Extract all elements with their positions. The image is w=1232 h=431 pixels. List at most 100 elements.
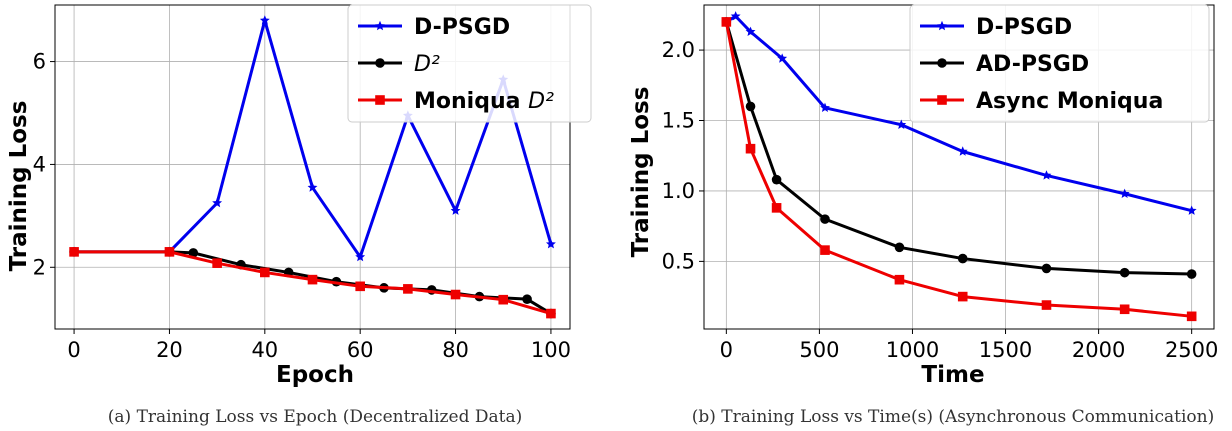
data-point: [771, 174, 782, 185]
chart-b-caption: (b) Training Loss vs Time(s) (Asynchrono…: [692, 407, 1215, 427]
legend-label: D²: [414, 52, 440, 77]
data-point: [957, 253, 968, 264]
data-point: [1119, 267, 1130, 278]
data-point: [212, 258, 222, 268]
legend-label: Async Moniqua: [976, 89, 1163, 114]
data-point: [721, 17, 732, 27]
data-point: [1186, 311, 1197, 322]
data-point: [957, 291, 968, 302]
legend-marker: [375, 95, 385, 105]
x-tick-label: 0: [720, 338, 733, 362]
data-point: [212, 197, 223, 208]
legend-marker: [937, 95, 947, 105]
data-point: [894, 242, 905, 253]
legend-label-main: D-PSGD: [976, 15, 1072, 40]
x-tick-label: 40: [251, 338, 278, 362]
y-tick-label: 1.0: [662, 179, 695, 203]
legend-label-main: D-PSGD: [414, 15, 510, 40]
data-point: [771, 203, 782, 213]
data-point: [403, 284, 413, 294]
legend-label: Moniqua D²: [414, 89, 554, 114]
data-point: [1186, 269, 1197, 279]
legend-label-main: Moniqua: [414, 89, 528, 114]
series-line-d-psgd: [74, 18, 553, 259]
legend-marker: [375, 20, 385, 31]
data-point: [894, 274, 905, 285]
x-tick-label: 80: [442, 338, 469, 362]
data-point: [745, 26, 756, 36]
series-line-d-psgd: [725, 14, 1193, 213]
chart-b-ylabel: Training Loss: [628, 87, 654, 258]
x-tick-label: 0: [67, 338, 80, 362]
y-tick-label: 2: [33, 255, 46, 279]
legend-label-main: Async Moniqua: [976, 89, 1163, 114]
data-point: [450, 205, 461, 215]
legend-marker: [937, 58, 947, 68]
data-point: [1041, 263, 1052, 274]
data-point: [820, 214, 830, 224]
data-point: [69, 247, 79, 257]
chart-a-caption: (a) Training Loss vs Epoch (Decentralize…: [108, 407, 522, 427]
legend-label: AD-PSGD: [976, 52, 1089, 77]
y-tick-label: 4: [33, 152, 46, 176]
data-point: [307, 274, 318, 285]
data-point: [522, 294, 532, 304]
data-point: [260, 267, 270, 278]
data-point: [450, 289, 461, 300]
legend-label: D-PSGD: [414, 15, 510, 40]
data-point: [545, 238, 556, 249]
x-tick-label: 2500: [1165, 338, 1218, 362]
legend-marker: [375, 58, 385, 68]
data-point: [1041, 300, 1052, 310]
data-point: [355, 281, 365, 292]
data-point: [498, 294, 509, 305]
data-point: [896, 119, 907, 129]
legend: D-PSGD AD-PSGD Async Moniqua: [909, 4, 1210, 123]
legend-label-math: D²: [414, 52, 440, 77]
data-point: [777, 53, 788, 63]
legend-label: D-PSGD: [976, 15, 1072, 40]
chart-b: Training Loss Time (b) Training Loss vs …: [628, 87, 1214, 427]
legend-label-math: D²: [528, 89, 554, 114]
data-point: [188, 248, 199, 258]
x-tick-label: 1000: [886, 338, 939, 362]
x-tick-label: 20: [156, 338, 183, 362]
data-point: [820, 245, 830, 255]
x-tick-label: 1500: [979, 338, 1032, 362]
data-point: [1041, 170, 1052, 180]
data-point: [820, 102, 830, 113]
data-point: [745, 143, 756, 154]
y-tick-label: 6: [33, 50, 46, 74]
data-point: [1186, 205, 1197, 215]
data-point: [1119, 188, 1130, 198]
chart-b-plot: 0 500 1000 1500 2000 2500 0.5 1.0 1.5 2.0: [662, 4, 1218, 362]
series-line-moniqua-d2: [74, 250, 552, 316]
data-point: [164, 247, 175, 257]
data-point: [307, 182, 318, 192]
y-tick-label: 2.0: [662, 38, 695, 62]
x-tick-label: 100: [531, 338, 571, 362]
chart-b-xlabel: Time: [921, 362, 984, 388]
data-point: [546, 308, 556, 319]
data-point: [355, 251, 366, 262]
legend-box: [347, 4, 592, 123]
plot-frame: [54, 4, 571, 330]
chart-a: Training Loss Epoch (a) Training Loss vs…: [6, 101, 522, 427]
chart-a-xlabel: Epoch: [276, 362, 354, 388]
chart-a-ylabel: Training Loss: [6, 101, 32, 272]
data-point: [957, 146, 968, 156]
legend-label-main: AD-PSGD: [976, 52, 1089, 77]
legend-box: [909, 4, 1210, 123]
data-point: [1119, 304, 1130, 315]
legend-marker: [937, 20, 947, 31]
data-point: [730, 11, 741, 21]
y-tick-label: 0.5: [662, 249, 695, 273]
x-tick-label: 2000: [1072, 338, 1125, 362]
x-tick-label: 500: [799, 338, 839, 362]
x-tick-label: 60: [347, 338, 374, 362]
data-point: [259, 15, 270, 25]
y-tick-label: 1.5: [662, 109, 695, 133]
data-point: [745, 101, 756, 112]
